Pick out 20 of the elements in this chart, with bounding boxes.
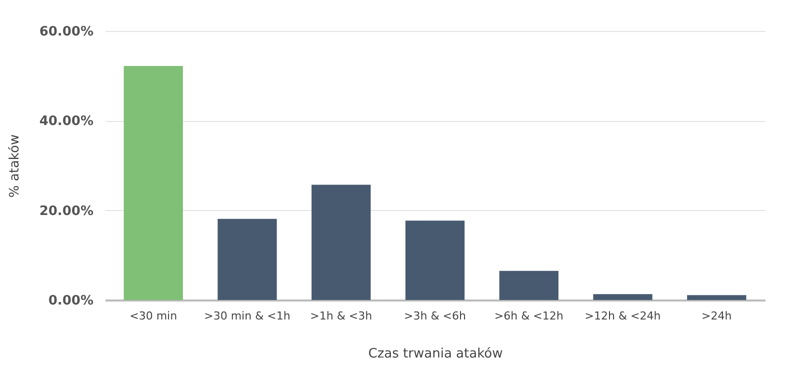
x-tick-label: <30 min [130,310,178,322]
y-tick-label: 20.00% [39,204,94,219]
y-tick-label: 0.00% [48,294,94,308]
bar [405,220,465,300]
x-tick-label: >30 min & <1h [204,310,290,322]
y-axis-title: % ataków [7,134,22,198]
bar [124,66,183,300]
x-axis-title: Czas trwania ataków [368,346,504,362]
bar [499,270,558,300]
x-tick-label: >3h & <6h [404,310,466,322]
bar [218,218,277,300]
x-tick-label: >1h & <3h [310,310,372,322]
y-tick-label: 40.00% [39,114,94,130]
bar [687,295,746,300]
x-tick-label: >24h [702,310,732,322]
x-tick-label: >6h & <12h [494,310,564,322]
y-tick-label: 60.00% [39,24,94,40]
bar [312,184,371,300]
x-tick-label: >12h & <24h [584,310,661,322]
bar [593,294,652,300]
